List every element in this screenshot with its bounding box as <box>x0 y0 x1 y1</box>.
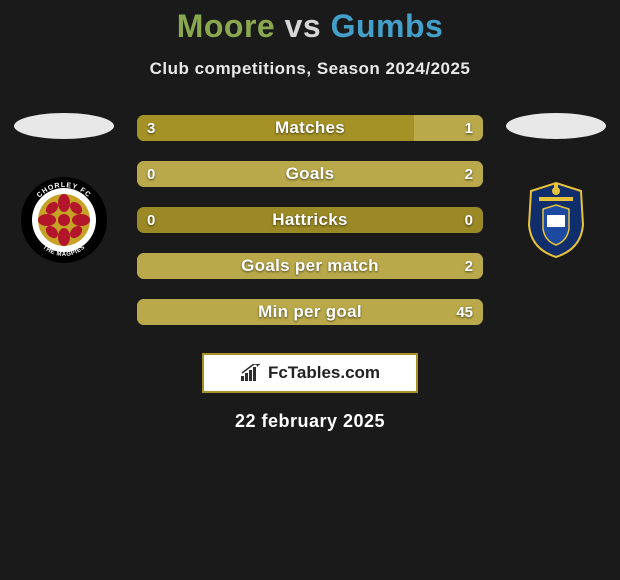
stat-row: 02Goals <box>137 161 483 187</box>
page-title: Moore vs Gumbs <box>0 8 620 45</box>
stat-label: Min per goal <box>137 299 483 325</box>
stat-label: Hattricks <box>137 207 483 233</box>
shield-crest-icon <box>511 175 601 265</box>
right-placeholder-oval <box>506 113 606 139</box>
left-club-crest: CHORLEY FC THE MAGPIES <box>19 175 109 265</box>
stat-label: Matches <box>137 115 483 141</box>
player1-name: Moore <box>177 8 276 44</box>
stat-row: 31Matches <box>137 115 483 141</box>
stat-label: Goals per match <box>137 253 483 279</box>
main-content: CHORLEY FC THE MAGPIES 31Matches 02Goals 0… <box>0 113 620 325</box>
left-placeholder-oval <box>14 113 114 139</box>
stat-row: 2Goals per match <box>137 253 483 279</box>
left-side: CHORLEY FC THE MAGPIES <box>9 113 119 265</box>
chart-icon <box>240 364 262 382</box>
footer: FcTables.com 22 february 2025 <box>0 353 620 432</box>
stat-row: 45Min per goal <box>137 299 483 325</box>
stat-bars: 31Matches 02Goals 00Hattricks 2Goals per ma… <box>137 113 483 325</box>
stat-row: 00Hattricks <box>137 207 483 233</box>
vs-text: vs <box>285 8 322 44</box>
player2-name: Gumbs <box>331 8 444 44</box>
brand-box: FcTables.com <box>202 353 418 393</box>
chorley-crest-icon: CHORLEY FC THE MAGPIES <box>19 175 109 265</box>
date-text: 22 february 2025 <box>235 411 385 432</box>
stat-label: Goals <box>137 161 483 187</box>
brand-text: FcTables.com <box>268 363 380 383</box>
right-side <box>501 113 611 265</box>
right-club-crest <box>511 175 601 265</box>
subtitle: Club competitions, Season 2024/2025 <box>0 59 620 79</box>
comparison-card: Moore vs Gumbs Club competitions, Season… <box>0 0 620 432</box>
